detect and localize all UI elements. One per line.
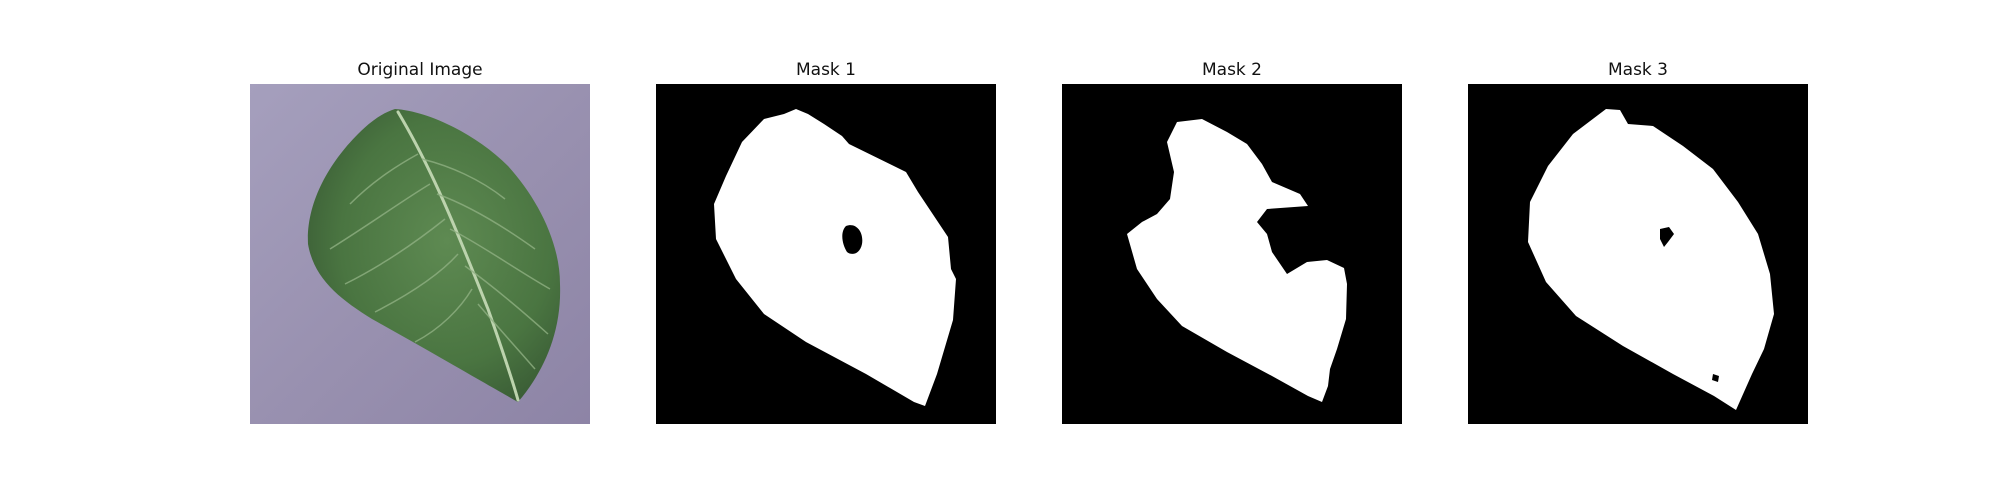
- original-image-panel: Original Image: [250, 57, 590, 424]
- leaf-shape: [307, 109, 561, 402]
- mask-1-panel: Mask 1: [656, 57, 996, 424]
- mask-foreground: [714, 109, 956, 406]
- mask-1-image: [656, 84, 996, 424]
- mask-3-image: [1468, 84, 1808, 424]
- mask-2-image: [1062, 84, 1402, 424]
- mask-2-title: Mask 2: [1201, 60, 1262, 80]
- original-image-title: Original Image: [357, 60, 483, 80]
- mask-2-panel: Mask 2: [1062, 57, 1402, 424]
- mask-3-title: Mask 3: [1607, 60, 1668, 80]
- mask-3-panel: Mask 3: [1468, 57, 1808, 424]
- mask-foreground: [1528, 109, 1774, 410]
- leaf-midrib: [396, 110, 520, 402]
- mask-1-title: Mask 1: [795, 60, 856, 80]
- leaf-photo: [250, 84, 590, 424]
- mask-foreground: [1127, 119, 1347, 402]
- leaf-veins: [329, 153, 551, 370]
